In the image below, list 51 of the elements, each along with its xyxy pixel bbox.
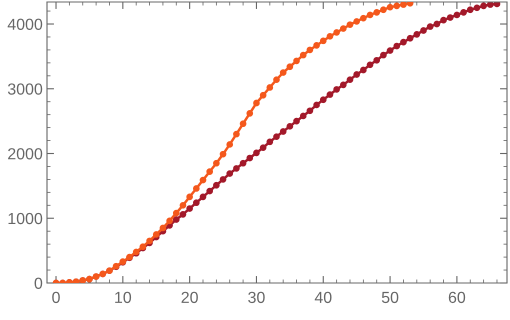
point bbox=[240, 120, 246, 128]
point bbox=[226, 141, 234, 148]
point bbox=[326, 32, 334, 40]
x-tick-label: 60 bbox=[448, 292, 466, 304]
point bbox=[200, 176, 206, 184]
point bbox=[266, 84, 274, 91]
point bbox=[340, 25, 347, 32]
point bbox=[206, 168, 214, 175]
point bbox=[233, 130, 240, 138]
point bbox=[166, 218, 173, 224]
point bbox=[380, 6, 387, 14]
point bbox=[152, 231, 160, 238]
point bbox=[253, 100, 260, 106]
point bbox=[160, 224, 166, 232]
point bbox=[293, 58, 300, 64]
x-tick-label: 0 bbox=[52, 292, 60, 304]
point bbox=[306, 46, 314, 54]
x-tick-label: 40 bbox=[314, 292, 332, 304]
point bbox=[273, 76, 280, 84]
point bbox=[280, 69, 287, 76]
y-tick-label: 3000 bbox=[8, 83, 42, 95]
point bbox=[353, 18, 360, 25]
point bbox=[180, 202, 186, 209]
point bbox=[393, 2, 400, 10]
y-tick-label: 1000 bbox=[8, 212, 42, 224]
y-tick-label: 0 bbox=[34, 278, 42, 289]
point bbox=[260, 92, 266, 99]
point bbox=[373, 9, 380, 16]
x-tick-label: 30 bbox=[248, 292, 265, 304]
point bbox=[400, 2, 407, 8]
x-tick-label: 20 bbox=[182, 292, 198, 304]
point bbox=[346, 21, 354, 28]
point bbox=[360, 14, 367, 22]
y-tick-label: 2000 bbox=[8, 148, 42, 160]
point bbox=[192, 185, 200, 192]
point bbox=[406, 2, 414, 7]
point bbox=[220, 150, 226, 158]
point bbox=[172, 210, 180, 216]
point bbox=[333, 29, 340, 36]
point bbox=[286, 63, 294, 70]
point bbox=[320, 38, 327, 44]
point bbox=[300, 52, 307, 58]
point bbox=[246, 110, 254, 117]
point bbox=[386, 4, 394, 11]
point bbox=[366, 12, 374, 18]
x-tick-label: 10 bbox=[115, 292, 132, 304]
y-tick-label: 4000 bbox=[8, 18, 42, 30]
point bbox=[213, 160, 220, 167]
x-tick-label: 50 bbox=[382, 292, 398, 304]
point bbox=[186, 194, 193, 200]
point bbox=[313, 42, 320, 49]
